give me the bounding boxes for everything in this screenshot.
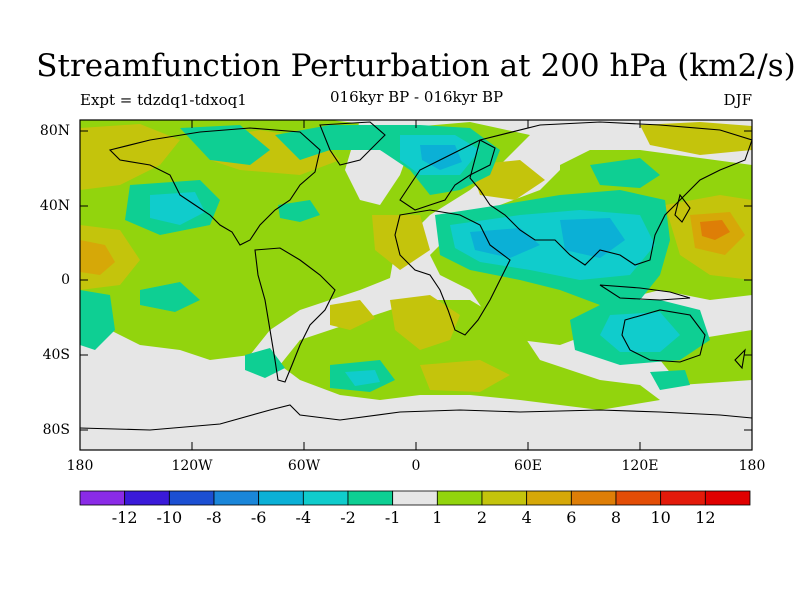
- coastline-africa: [394, 209, 511, 336]
- colorbar-label: -12: [111, 508, 138, 527]
- colorbar-swatch: [526, 490, 572, 506]
- season-label: DJF: [723, 91, 752, 109]
- contour-region: [470, 228, 540, 258]
- lon-tick-label: 60E: [513, 458, 543, 474]
- colorbar-swatch: [615, 490, 662, 506]
- coastline-australia: [621, 309, 706, 363]
- coastline-greenland: [319, 121, 386, 166]
- lon-tick-label: 120W: [171, 458, 213, 474]
- lat-tick-label: 40N: [39, 198, 70, 214]
- lon-tick-label: 0: [411, 458, 421, 474]
- colorbar-label: 12: [695, 508, 716, 527]
- colorbar-label: 10: [650, 508, 671, 527]
- experiment-label: Expt = tdzdq1-tdxoq1: [80, 91, 247, 109]
- contour-region: [150, 192, 205, 225]
- subtitle: 016kyr BP - 016kyr BP: [330, 88, 504, 106]
- coastlines: [80, 121, 752, 431]
- contour-region: [80, 124, 180, 190]
- colorbar-swatch: [124, 490, 170, 506]
- colorbar-label: -8: [206, 508, 222, 527]
- colorbar-swatch: [79, 490, 126, 506]
- colorbar-label: -10: [156, 508, 183, 527]
- lat-tick-label: 40S: [42, 347, 70, 363]
- contour-fill: [80, 120, 752, 450]
- lon-tick-label: 180: [738, 458, 766, 474]
- axis-ticks: [79, 120, 753, 450]
- contour-region: [278, 200, 320, 222]
- contour-region: [372, 215, 430, 270]
- lat-tick-label: 80N: [39, 123, 70, 139]
- colorbar-swatch: [168, 490, 215, 506]
- coastline-japan: [674, 193, 691, 223]
- colorbar-label: -6: [250, 508, 267, 527]
- coastline-indonesia: [599, 284, 691, 301]
- colorbar-label: 2: [476, 508, 488, 527]
- contour-region: [330, 300, 375, 330]
- contour-region: [340, 410, 752, 450]
- colorbar-swatch: [436, 490, 483, 506]
- colorbar-swatch: [258, 490, 304, 506]
- lon-tick-label: 120E: [621, 458, 659, 474]
- coastline-asia: [469, 121, 752, 266]
- colorbar-label: -1: [384, 508, 401, 527]
- contour-region: [640, 122, 752, 155]
- colorbar-label: 6: [566, 508, 577, 527]
- contour-region: [560, 218, 625, 258]
- contour-region: [530, 125, 600, 165]
- colorbar-swatch: [481, 490, 528, 506]
- coastline-south-america: [254, 247, 336, 383]
- contour-region: [700, 220, 730, 240]
- contour-region: [80, 360, 340, 450]
- coastline-new-zealand: [734, 348, 746, 370]
- colorbar: [79, 490, 751, 506]
- colorbar-swatch: [570, 490, 617, 506]
- plot-title: Streamfunction Perturbation at 200 hPa (…: [36, 48, 796, 84]
- contour-region: [420, 360, 510, 392]
- coastline-europe: [399, 139, 496, 211]
- contour-region: [80, 290, 115, 350]
- colorbar-swatch: [213, 490, 260, 506]
- colorbar-swatch: [704, 490, 751, 506]
- lat-tick-label: 0: [61, 272, 70, 288]
- contour-region: [345, 370, 380, 386]
- colorbar-swatch: [302, 490, 349, 506]
- contour-region: [245, 348, 285, 378]
- lat-tick-label: 80S: [42, 422, 70, 438]
- colorbar-swatch: [347, 490, 394, 506]
- lon-tick-label: 60W: [287, 458, 321, 474]
- colorbar-label: -4: [295, 508, 312, 527]
- contour-region: [390, 295, 460, 350]
- colorbar-label: 8: [610, 508, 622, 527]
- contour-region: [140, 282, 200, 312]
- contour-region: [180, 125, 270, 165]
- coastline-north-america: [108, 127, 321, 246]
- lon-tick-label: 180: [66, 458, 94, 474]
- contour-region: [420, 145, 462, 170]
- colorbar-label: 4: [521, 508, 532, 527]
- contour-region: [600, 312, 680, 352]
- contour-region: [650, 370, 690, 390]
- colorbar-swatch: [660, 490, 706, 506]
- contour-region: [590, 158, 660, 188]
- coastline-antarctica: [80, 404, 752, 431]
- colorbar-label: -2: [340, 508, 356, 527]
- colorbar-label: 1: [432, 508, 443, 527]
- contour-region: [80, 240, 115, 275]
- colorbar-swatch: [392, 490, 438, 506]
